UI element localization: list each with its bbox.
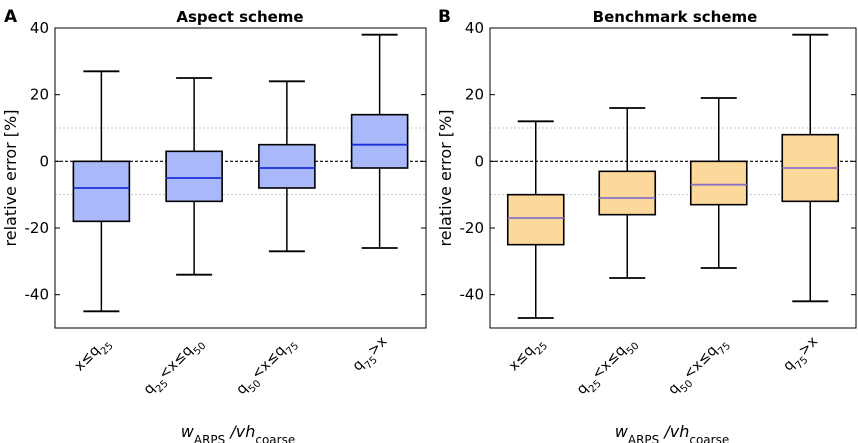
box-1 [72, 70, 131, 313]
x-category-label: q25<x≤q50 [141, 334, 209, 402]
box-3 [689, 97, 748, 269]
box-iqr [598, 170, 657, 216]
y-axis-label: relative error [%] [1, 110, 20, 247]
box-iqr [72, 160, 131, 223]
box-4 [350, 33, 409, 249]
x-category-label: q25<x≤q50 [574, 334, 642, 402]
axes-frame [489, 27, 857, 329]
x-axis-label: wARPS /vhcoarse [615, 422, 729, 443]
y-tick-label: -20 [460, 219, 485, 237]
x-category-label: x≤q25 [71, 334, 115, 378]
box-iqr [258, 143, 316, 189]
chart-title: Benchmark scheme [593, 8, 758, 26]
y-tick-label: 0 [39, 152, 49, 170]
y-tick-label: 20 [30, 86, 49, 104]
box-2 [165, 77, 223, 276]
x-category-label: q75>x [780, 334, 824, 378]
box-iqr [165, 150, 223, 203]
panel-aspect-scheme: 40 20 0 -20 -40 A Aspect scheme relative error … [1, 7, 427, 443]
y-tick-label: -40 [25, 286, 50, 304]
x-axis-label: wARPS /vhcoarse [181, 422, 295, 443]
box-3 [258, 80, 316, 253]
panel-letter: B [438, 7, 451, 27]
panel-benchmark-scheme: 40 20 0 -20 -40 B Benchmark scheme relative err… [436, 7, 857, 443]
y-tick-label: 20 [465, 86, 484, 104]
box-iqr [689, 160, 748, 206]
x-category-label: q50<x≤q75 [665, 334, 733, 402]
x-category-label: q50<x≤q75 [233, 334, 301, 402]
y-tick-label: 40 [30, 19, 49, 37]
box-1 [506, 120, 565, 319]
y-tick-label: -20 [25, 219, 50, 237]
x-category-label: q75>x [350, 334, 394, 378]
y-tick-label: 0 [474, 152, 484, 170]
chart-title: Aspect scheme [176, 8, 303, 26]
box-4 [781, 33, 840, 303]
y-tick-label: -40 [460, 286, 485, 304]
box-iqr [506, 193, 565, 246]
y-axis-label: relative error [%] [436, 110, 455, 247]
panel-letter: A [4, 7, 18, 27]
box-iqr [350, 113, 409, 169]
axes-frame [54, 27, 427, 329]
y-tick-label: 40 [465, 19, 484, 37]
box-2 [598, 107, 657, 279]
x-category-label: x≤q25 [506, 334, 550, 378]
